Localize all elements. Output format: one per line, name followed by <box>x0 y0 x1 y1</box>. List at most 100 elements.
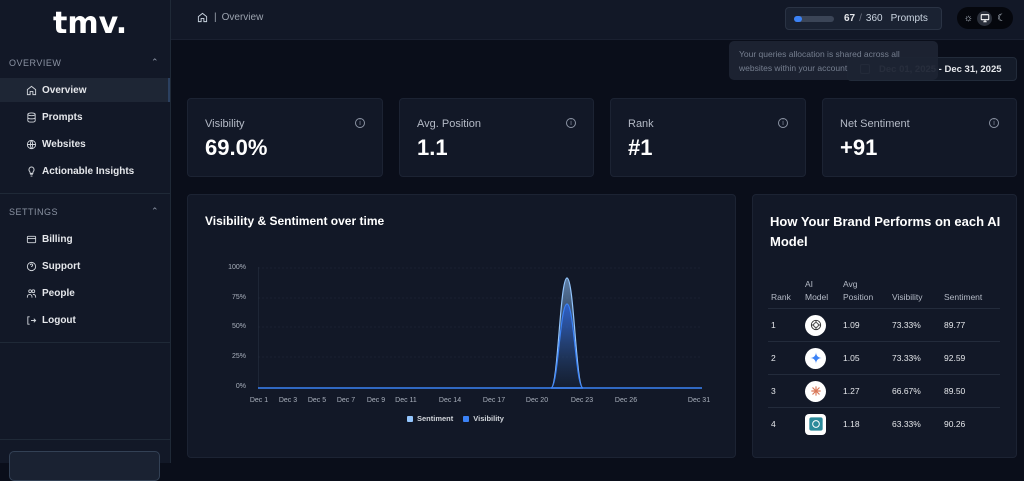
table-row[interactable]: 3 1.27 66.67% 89.50 <box>768 374 1000 408</box>
legend-item-visibility[interactable]: Visibility <box>463 414 504 423</box>
home-icon[interactable] <box>197 12 208 23</box>
sidebar-item-label: People <box>42 287 75 299</box>
account-switcher[interactable] <box>9 451 160 481</box>
copilot-icon <box>805 413 826 435</box>
stat-label: Avg. Position <box>417 118 482 130</box>
cell-model <box>802 374 840 408</box>
quota-slash: / <box>859 13 862 24</box>
help-circle-icon <box>26 261 37 271</box>
cell-sentiment: 92.59 <box>941 341 1000 375</box>
column-header: Sentiment <box>944 292 983 302</box>
stat-card-rank: Rank #1 i <box>610 98 806 177</box>
claude-icon <box>805 380 826 402</box>
y-tick: 75% <box>231 294 246 301</box>
y-tick: 25% <box>231 353 246 360</box>
column-header: AI Model <box>805 279 829 302</box>
y-tick: 100% <box>228 264 246 271</box>
x-tick: Dec 20 <box>525 397 549 404</box>
section-label: OVERVIEW <box>9 57 62 68</box>
home-icon <box>26 85 37 95</box>
cell-rank: 1 <box>768 308 802 342</box>
cell-avg-position: 1.05 <box>840 341 889 375</box>
x-tick: Dec 9 <box>366 397 386 404</box>
breadcrumb: | Overview <box>197 12 263 23</box>
breadcrumb-separator: | <box>214 12 217 23</box>
quota-progress-bar <box>794 15 834 22</box>
table-row[interactable]: 2 1.05 73.33% 92.59 <box>768 341 1000 375</box>
info-icon[interactable]: i <box>355 118 365 128</box>
cell-rank: 2 <box>768 341 802 375</box>
sidebar-item-label: Support <box>42 260 81 272</box>
chatgpt-icon <box>805 314 826 336</box>
cell-avg-position: 1.18 <box>840 407 889 441</box>
stat-card-avg-position: Avg. Position 1.1 i <box>399 98 594 177</box>
divider <box>0 439 171 440</box>
quota-label: Prompts <box>890 13 928 24</box>
quota-progress-fill <box>794 15 802 22</box>
stat-value: #1 <box>628 135 653 160</box>
stat-value: 1.1 <box>417 135 448 160</box>
users-icon <box>26 288 37 298</box>
y-tick: 50% <box>231 323 246 330</box>
sidebar-item-support[interactable]: Support <box>0 254 170 278</box>
stat-card-visibility: Visibility 69.0% i <box>187 98 383 177</box>
prompt-quota[interactable]: 67 / 360 Prompts <box>785 7 942 30</box>
overview-section-header[interactable]: OVERVIEW ⌃ <box>9 57 159 68</box>
cell-visibility: 73.33% <box>889 341 941 375</box>
sidebar-item-actionable-insights[interactable]: Actionable Insights <box>0 159 170 183</box>
chevron-up-icon[interactable]: ⌃ <box>150 206 159 216</box>
settings-section-header[interactable]: SETTINGS ⌃ <box>9 206 159 217</box>
visibility-sentiment-chart-card: Visibility & Sentiment over time 100% 75… <box>187 194 736 458</box>
brand-logo[interactable]: tmv. <box>53 6 128 41</box>
stat-value: +91 <box>840 135 878 160</box>
stat-label: Visibility <box>205 118 245 130</box>
sidebar-item-logout[interactable]: Logout <box>0 308 170 332</box>
lightbulb-icon <box>28 165 35 177</box>
chart-title: Visibility & Sentiment over time <box>205 214 385 228</box>
sidebar-item-label: Logout <box>42 314 76 326</box>
sidebar-item-websites[interactable]: Websites <box>0 132 170 156</box>
info-icon[interactable]: i <box>778 118 788 128</box>
theme-toggle: ☼ ☾ <box>957 7 1013 29</box>
x-tick: Dec 14 <box>438 397 462 404</box>
sidebar-item-label: Overview <box>42 84 87 96</box>
table-row[interactable]: 1 1.09 73.33% 89.77 <box>768 308 1000 342</box>
gemini-icon <box>805 347 826 369</box>
x-tick: Dec 23 <box>570 397 594 404</box>
sidebar-item-prompts[interactable]: Prompts <box>0 105 170 129</box>
divider <box>0 342 171 343</box>
info-icon[interactable]: i <box>989 118 999 128</box>
sidebar-item-overview[interactable]: Overview <box>0 78 170 102</box>
x-tick: Dec 31 <box>687 397 711 404</box>
x-tick: Dec 26 <box>614 397 638 404</box>
quota-tooltip: Your queries allocation is shared across… <box>729 41 938 80</box>
x-tick: Dec 5 <box>307 397 327 404</box>
monitor-icon[interactable] <box>977 10 993 26</box>
chevron-up-icon[interactable]: ⌃ <box>150 57 159 67</box>
legend-label: Visibility <box>473 414 504 423</box>
cell-model <box>802 341 840 375</box>
cell-avg-position: 1.27 <box>840 374 889 408</box>
legend-label: Sentiment <box>417 414 454 423</box>
table-row[interactable]: 4 1.18 63.33% 90.26 <box>768 407 1000 441</box>
cell-sentiment: 89.50 <box>941 374 1000 408</box>
column-header: Rank <box>771 292 791 302</box>
sidebar-item-label: Websites <box>42 138 86 150</box>
cell-model <box>802 407 840 441</box>
sun-icon[interactable]: ☼ <box>963 12 973 24</box>
sidebar-item-billing[interactable]: Billing <box>0 227 170 251</box>
info-icon[interactable]: i <box>566 118 576 128</box>
legend-item-sentiment[interactable]: Sentiment <box>407 414 453 423</box>
cell-visibility: 73.33% <box>889 308 941 342</box>
area-chart-plot[interactable] <box>258 267 702 391</box>
globe-icon <box>26 139 37 149</box>
stat-label: Rank <box>628 118 654 130</box>
cell-sentiment: 90.26 <box>941 407 1000 441</box>
cell-sentiment: 89.77 <box>941 308 1000 342</box>
column-header: Visibility <box>892 292 923 302</box>
moon-icon[interactable]: ☾ <box>997 12 1007 24</box>
sidebar-item-people[interactable]: People <box>0 281 170 305</box>
breadcrumb-current: Overview <box>221 12 264 23</box>
credit-card-icon <box>26 235 37 243</box>
x-tick: Dec 17 <box>482 397 506 404</box>
